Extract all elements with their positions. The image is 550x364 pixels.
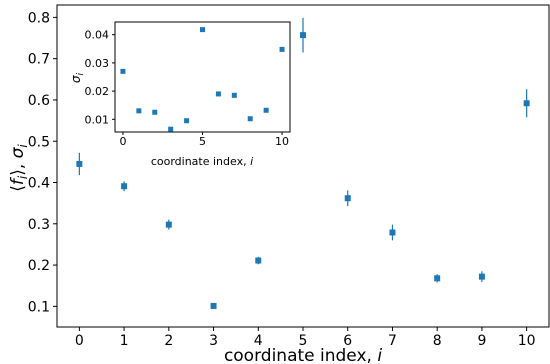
main-y-axis-label-f: f <box>8 176 28 185</box>
main-x-tick-label: 5 <box>299 333 308 349</box>
main-y-tick-label: 0.3 <box>28 217 50 233</box>
inset-y-tick-label: 0.03 <box>85 57 110 70</box>
main-y-tick-label: 0.8 <box>28 10 50 26</box>
inset-x-axis-label: coordinate index, i <box>151 155 253 168</box>
main-x-tick-label: 3 <box>209 333 218 349</box>
main-y-tick-label: 0.4 <box>28 176 50 192</box>
main-data-point <box>255 257 262 264</box>
inset-data-point <box>263 107 269 113</box>
main-y-axis-label-f-sub: i <box>16 175 30 179</box>
main-data-point <box>389 229 396 236</box>
main-x-tick-label: 0 <box>75 333 84 349</box>
inset-x-tick-label: 0 <box>119 135 126 148</box>
main-axis-ticks: 0 1 2 3 4 5 6 7 8 9 10 0.1 0.2 0.3 0.4 0.5 0.6 0.7 0.8 <box>28 10 536 349</box>
main-y-axis-label: ⟨fi⟩, σi <box>8 144 30 192</box>
main-x-tick-label: 7 <box>388 333 397 349</box>
inset-y-tick-label: 0.01 <box>85 113 110 126</box>
main-y-axis-label-rest: ⟩, <box>8 158 28 175</box>
main-x-axis-label-var: i <box>377 346 382 364</box>
inset-data-point <box>152 109 158 115</box>
main-data-point <box>434 275 441 282</box>
inset-y-axis-label: σi <box>69 72 86 83</box>
main-data-point <box>121 183 128 190</box>
main-y-tick-label: 0.5 <box>28 134 50 150</box>
inset-data-point <box>200 27 205 33</box>
main-x-axis-label: coordinate index, i <box>224 346 382 364</box>
main-plot-area <box>76 17 530 309</box>
inset-x-axis-label-text: coordinate index, <box>151 155 250 168</box>
inset-y-axis-label-sub: i <box>76 72 86 75</box>
inset-data-point <box>168 126 174 132</box>
main-data-point <box>523 100 530 107</box>
main-y-tick-label: 0.7 <box>28 52 50 68</box>
inset-plot-area <box>120 27 285 132</box>
main-x-tick-label: 1 <box>120 333 129 349</box>
main-x-tick-label: 9 <box>477 333 486 349</box>
main-data-point <box>344 195 351 202</box>
inset-data-point <box>184 118 190 124</box>
inset-x-axis-label-var: i <box>250 155 253 168</box>
main-y-tick-label: 0.2 <box>28 258 50 274</box>
inset-y-axis-label-sigma: σ <box>69 75 83 83</box>
inset-data-point <box>231 92 237 98</box>
inset-data-point <box>120 68 126 74</box>
inset-y-tick-label: 0.02 <box>85 85 110 98</box>
main-x-tick-label: 4 <box>254 333 263 349</box>
main-data-point <box>478 273 485 280</box>
main-y-tick-label: 0.6 <box>28 93 50 109</box>
main-data-point <box>300 32 306 39</box>
inset-data-point <box>279 46 285 52</box>
main-x-tick-label: 10 <box>518 333 536 349</box>
inset-x-tick-label: 5 <box>199 135 206 148</box>
inset-data-point <box>247 116 253 122</box>
main-y-axis-label-sigma-sub: i <box>16 144 30 148</box>
inset-data-point <box>215 91 221 97</box>
inset-data-point <box>136 108 142 114</box>
main-y-axis-label-sigma: σ <box>8 146 28 158</box>
main-x-axis-label-text: coordinate index, <box>224 346 377 364</box>
main-data-point <box>210 302 217 309</box>
inset-axis-ticks: 0 5 10 0.01 0.02 0.03 0.04 <box>85 29 290 148</box>
inset-plot-frame <box>114 21 291 133</box>
main-x-tick-label: 8 <box>433 333 442 349</box>
main-x-tick-label: 6 <box>343 333 352 349</box>
inset-y-tick-label: 0.04 <box>85 29 110 42</box>
main-data-point <box>76 160 83 167</box>
main-data-point <box>165 221 172 228</box>
main-x-tick-label: 2 <box>164 333 173 349</box>
inset-x-tick-label: 10 <box>275 135 289 148</box>
main-y-tick-label: 0.1 <box>28 299 50 315</box>
